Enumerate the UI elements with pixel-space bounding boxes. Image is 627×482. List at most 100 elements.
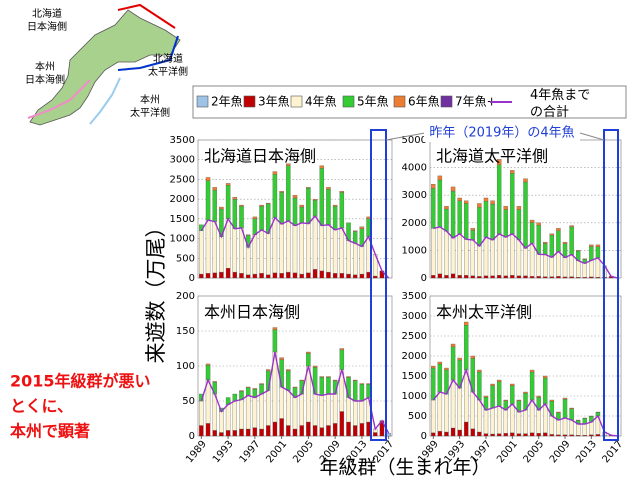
y-tick-label: 2500 (402, 331, 427, 342)
legend-label: 7年魚+ (455, 95, 497, 109)
y-tick-label: 200 (176, 291, 195, 302)
bar-segment (516, 239, 522, 276)
y-tick-label: 500 (176, 253, 195, 264)
bar-segment (219, 432, 224, 437)
bar-segment (245, 386, 251, 388)
bar-segment (575, 250, 581, 252)
bar-segment (225, 267, 231, 279)
bar-segment (595, 257, 601, 278)
panel-title: 本州太平洋側 (436, 303, 532, 322)
bar-segment (259, 229, 264, 274)
bar-segment (319, 168, 324, 226)
y-tick-label: 0 (189, 431, 195, 442)
y-tick-label: 1000 (402, 391, 427, 402)
bar-segment (359, 383, 365, 385)
bar-segment (232, 271, 238, 279)
bar-segment (431, 228, 436, 276)
bar-segment (279, 192, 284, 225)
bar-segment (225, 404, 231, 431)
bar-segment (252, 218, 258, 235)
bar-segment (523, 409, 528, 434)
bar-segment (245, 274, 251, 279)
bar-segment (286, 390, 291, 426)
bar-segment (319, 270, 324, 279)
bar-segment (503, 275, 508, 279)
y-tick-label: 1000 (170, 234, 195, 245)
bar-segment (359, 423, 365, 437)
bar-segment (339, 273, 345, 279)
x-tick-label: 2001 (495, 439, 520, 466)
bar-segment (219, 271, 224, 279)
bar-segment (219, 411, 224, 433)
bar-segment (589, 421, 594, 435)
bar-segment (490, 433, 495, 437)
bar-segment (205, 365, 211, 381)
bar-segment (386, 433, 391, 437)
bar-segment (205, 423, 211, 437)
bar-segment (212, 381, 217, 383)
x-tick-label: 2005 (291, 439, 316, 466)
bar-segment (431, 432, 436, 437)
legend-label: 4年魚までの合計 (530, 88, 590, 120)
bar-segment (212, 430, 217, 437)
bar-segment (359, 384, 365, 402)
bar-segment (306, 187, 311, 224)
bar-segment (319, 395, 324, 428)
legend-swatch (290, 95, 303, 108)
bar-segment (444, 208, 449, 232)
bar-segment (516, 206, 522, 210)
bar-segment (319, 376, 324, 378)
bar-segment (516, 433, 522, 437)
bar-segment (212, 221, 217, 274)
bar-segment (437, 361, 443, 365)
bar-segment (549, 399, 555, 402)
bar-segment (496, 159, 502, 165)
bar-segment (516, 411, 522, 434)
bar-segment (339, 227, 345, 274)
bar-segment (352, 400, 358, 426)
bar-segment (292, 272, 298, 279)
bar-segment (523, 391, 528, 394)
bar-segment (292, 195, 298, 199)
bar-segment (477, 203, 482, 208)
bar-segment (529, 371, 535, 401)
bar-segment (464, 325, 469, 371)
x-axis-label: 年級群（生まれ年） (319, 457, 490, 479)
bar-segment (562, 241, 568, 244)
bar-segment (352, 230, 358, 232)
coast-honshu-pacific (89, 77, 121, 125)
y-tick-label: 1000 (402, 245, 427, 256)
bar-segment (470, 391, 476, 429)
total-line (200, 351, 390, 434)
bar-segment (245, 234, 251, 236)
bar-segment (457, 197, 462, 201)
bar-segment (232, 393, 238, 402)
bar-segment (299, 222, 304, 275)
bar-segment (319, 427, 324, 437)
highlight-box (603, 129, 619, 441)
bar-segment (510, 275, 515, 279)
bar-segment (319, 377, 324, 396)
bar-segment (272, 171, 278, 175)
legend-label: 2年魚 (211, 95, 243, 109)
bar-segment (312, 425, 318, 437)
bar-segment (516, 399, 522, 401)
bar-segment (575, 260, 581, 278)
bar-segment (549, 257, 555, 277)
bar-segment (239, 428, 244, 437)
bar-segment (292, 428, 298, 437)
bar-segment (589, 434, 594, 437)
bar-segment (272, 217, 278, 274)
coast-hokkaido-japan-sea (117, 3, 176, 29)
bar-segment (312, 198, 318, 201)
bar-segment (477, 371, 482, 401)
y-tick-label: 100 (176, 361, 195, 372)
bar-segment (279, 191, 284, 193)
bar-segment (306, 353, 311, 367)
bar-segment (490, 200, 495, 205)
bar-segment (523, 248, 528, 276)
bar-segment (205, 363, 211, 366)
bar-segment (569, 419, 574, 435)
bar-segment (352, 379, 358, 381)
bar-segment (339, 192, 345, 229)
